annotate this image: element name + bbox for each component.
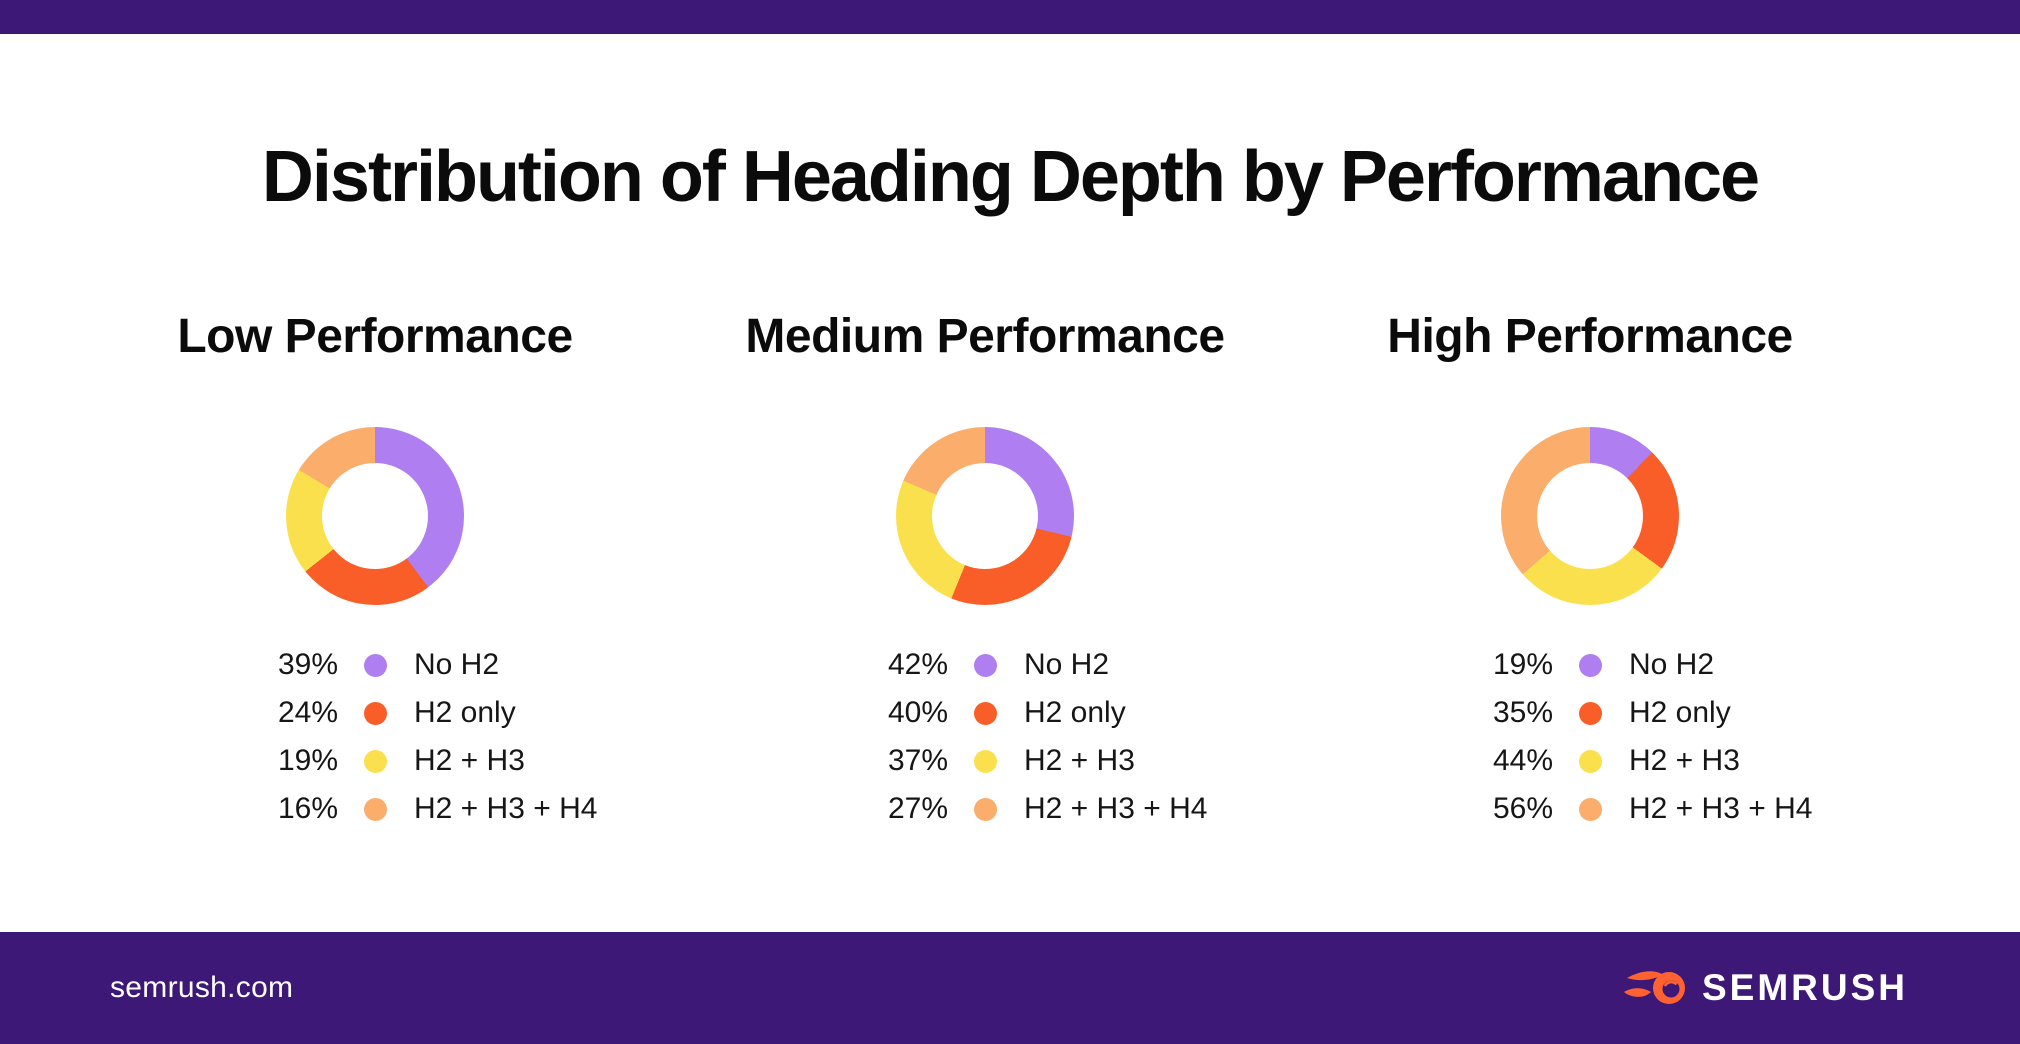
legend-percent: 44% [1492, 744, 1553, 777]
legend-label: H2 only [414, 696, 516, 729]
chart-title-medium: Medium Performance [745, 310, 1225, 363]
legend-percent: 19% [277, 744, 338, 777]
legend-color-dot [364, 797, 387, 821]
legend-row: 16% H2 + H3 + H4 [266, 785, 646, 833]
brand-name: SEMRUSH [1701, 967, 1908, 1008]
legend-row: 19% H2 + H3 [266, 737, 646, 785]
legend-low: 39% No H2 24% H2 only 19% H2 + H3 16% H2… [266, 641, 646, 833]
legend-percent: 56% [1492, 792, 1553, 825]
legend-percent: 19% [1492, 648, 1553, 681]
legend-row: 56% H2 + H3 + H4 [1481, 785, 1861, 833]
donut-hole [1537, 463, 1643, 569]
legend-percent: 42% [887, 648, 948, 681]
legend-percent: 40% [887, 696, 948, 729]
legend-row: 44% H2 + H3 [1481, 737, 1861, 785]
legend-row: 40% H2 only [876, 689, 1256, 737]
legend-color-dot [1579, 701, 1602, 725]
legend-color-dot [974, 749, 997, 773]
donut-hole [932, 463, 1038, 569]
legend-color-dot [1579, 653, 1602, 677]
chart-title-low: Low Performance [177, 310, 573, 363]
top-brand-bar [0, 0, 2020, 34]
legend-label: No H2 [414, 648, 500, 681]
page-title: Distribution of Heading Depth by Perform… [261, 137, 1760, 217]
legend-label: H2 + H3 [414, 744, 525, 777]
legend-color-dot [1579, 797, 1602, 821]
legend-percent: 37% [887, 744, 948, 777]
legend-label: H2 + H3 + H4 [1024, 792, 1208, 825]
legend-high: 19% No H2 35% H2 only 44% H2 + H3 56% H2… [1481, 641, 1861, 833]
legend-color-dot [1579, 749, 1602, 773]
legend-row: 19% No H2 [1481, 641, 1861, 689]
semrush-flame-icon [1623, 971, 1685, 1004]
legend-color-dot [364, 749, 387, 773]
legend-color-dot [364, 653, 387, 677]
legend-row: 35% H2 only [1481, 689, 1861, 737]
legend-label: H2 only [1629, 696, 1731, 729]
legend-row: 27% H2 + H3 + H4 [876, 785, 1256, 833]
chart-title-high: High Performance [1387, 310, 1793, 363]
brand-lockup: SEMRUSH [1623, 967, 1908, 1009]
footer-bar: semrush.com SEMRUSH [0, 932, 2020, 1044]
donut-chart-high [1501, 427, 1679, 605]
legend-label: No H2 [1629, 648, 1715, 681]
legend-label: No H2 [1024, 648, 1110, 681]
chart-column-high: High Performance 19% No H2 35% H2 only 4… [1290, 308, 1890, 833]
legend-row: 42% No H2 [876, 641, 1256, 689]
legend-medium: 42% No H2 40% H2 only 37% H2 + H3 27% H2… [876, 641, 1256, 833]
legend-percent: 27% [887, 792, 948, 825]
legend-percent: 24% [277, 696, 338, 729]
legend-percent: 39% [277, 648, 338, 681]
legend-label: H2 + H3 [1629, 744, 1740, 777]
legend-label: H2 only [1024, 696, 1126, 729]
legend-label: H2 + H3 + H4 [414, 792, 598, 825]
chart-column-medium: Medium Performance 42% No H2 40% H2 only… [685, 308, 1285, 833]
legend-color-dot [974, 701, 997, 725]
legend-color-dot [974, 653, 997, 677]
legend-color-dot [974, 797, 997, 821]
chart-column-low: Low Performance 39% No H2 24% H2 only 19… [75, 308, 675, 833]
legend-label: H2 + H3 + H4 [1629, 792, 1813, 825]
legend-percent: 16% [277, 792, 338, 825]
footer-domain: semrush.com [110, 971, 294, 1004]
donut-hole [322, 463, 428, 569]
legend-row: 37% H2 + H3 [876, 737, 1256, 785]
legend-color-dot [364, 701, 387, 725]
legend-row: 39% No H2 [266, 641, 646, 689]
donut-chart-medium [896, 427, 1074, 605]
donut-chart-low [286, 427, 464, 605]
legend-percent: 35% [1492, 696, 1553, 729]
legend-label: H2 + H3 [1024, 744, 1135, 777]
legend-row: 24% H2 only [266, 689, 646, 737]
